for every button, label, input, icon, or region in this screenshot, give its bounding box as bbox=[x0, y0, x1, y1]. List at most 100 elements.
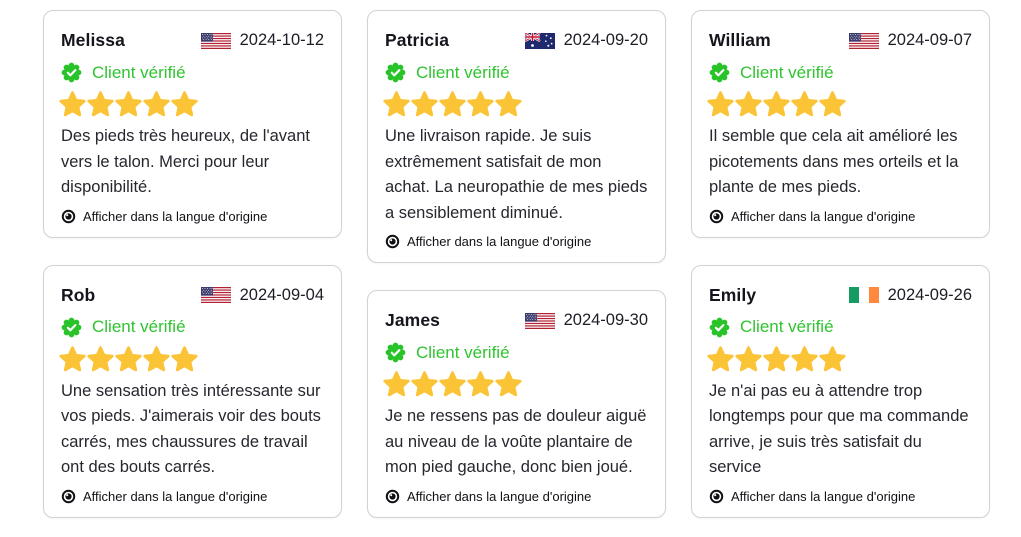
review-header: Melissa 2024-10-12 bbox=[61, 30, 324, 51]
review-date: 2024-09-04 bbox=[239, 285, 324, 304]
reviewer-name: Rob bbox=[61, 284, 96, 305]
star-icon bbox=[411, 91, 438, 117]
eye-icon bbox=[385, 489, 400, 504]
verified-label: Client vérifié bbox=[416, 342, 510, 362]
star-icon bbox=[383, 371, 410, 397]
review-date: 2024-09-07 bbox=[887, 31, 972, 49]
star-icon bbox=[467, 91, 494, 117]
star-icon bbox=[59, 91, 86, 117]
star-icon bbox=[383, 91, 410, 117]
star-rating bbox=[383, 371, 648, 398]
review-card: James 2024-09-30 bbox=[367, 290, 666, 518]
ie-flag-icon bbox=[848, 287, 879, 304]
show-original-link[interactable]: Afficher dans la langue d'origine bbox=[709, 487, 972, 504]
star-icon bbox=[115, 345, 142, 371]
review-date: 2024-09-30 bbox=[563, 311, 648, 330]
star-icon bbox=[819, 345, 846, 371]
reviewer-name: William bbox=[709, 30, 771, 50]
verified-check-icon bbox=[385, 342, 406, 363]
review-header: James 2024-09-30 bbox=[385, 310, 648, 331]
review-header: Patricia 2024-09-20 bbox=[385, 30, 648, 51]
star-icon bbox=[707, 345, 734, 371]
star-icon bbox=[791, 345, 818, 371]
star-icon bbox=[735, 345, 762, 371]
us-flag-icon bbox=[848, 32, 879, 49]
eye-icon bbox=[385, 234, 400, 249]
verified-label: Client vérifié bbox=[92, 62, 186, 82]
star-icon bbox=[59, 345, 86, 371]
verified-badge: Client vérifié bbox=[709, 62, 972, 83]
star-icon bbox=[707, 91, 734, 117]
verified-label: Client vérifié bbox=[416, 62, 510, 82]
star-rating bbox=[707, 345, 972, 373]
verified-check-icon bbox=[709, 317, 730, 338]
verified-label: Client vérifié bbox=[740, 62, 834, 82]
star-icon bbox=[495, 91, 522, 117]
review-text: Une livraison rapide. Je suis extrêmemen… bbox=[385, 127, 648, 222]
show-original-label: Afficher dans la langue d'origine bbox=[731, 208, 916, 224]
review-date: 2024-10-12 bbox=[239, 31, 324, 49]
star-icon bbox=[143, 345, 170, 371]
verified-label: Client vérifié bbox=[92, 317, 186, 337]
show-original-link[interactable]: Afficher dans la langue d'origine bbox=[61, 207, 324, 224]
review-header: William 2024-09-07 bbox=[709, 30, 972, 51]
reviewer-name: Patricia bbox=[385, 30, 450, 50]
star-icon bbox=[735, 91, 762, 117]
reviews-column-2: Patricia 2024-09-20 bbox=[367, 10, 666, 518]
show-original-label: Afficher dans la langue d'origine bbox=[731, 488, 916, 504]
review-text: Il semble que cela ait amélioré les pico… bbox=[709, 127, 959, 197]
review-date: 2024-09-20 bbox=[563, 31, 648, 49]
verified-badge: Client vérifié bbox=[61, 62, 324, 83]
star-icon bbox=[115, 91, 142, 117]
au-flag-icon bbox=[524, 32, 555, 49]
star-icon bbox=[143, 91, 170, 117]
star-icon bbox=[411, 371, 438, 397]
verified-label: Client vérifié bbox=[740, 317, 834, 337]
us-flag-icon bbox=[524, 312, 555, 329]
star-icon bbox=[467, 371, 494, 397]
show-original-label: Afficher dans la langue d'origine bbox=[83, 208, 268, 224]
star-icon bbox=[819, 91, 846, 117]
review-date: 2024-09-26 bbox=[887, 285, 972, 304]
show-original-label: Afficher dans la langue d'origine bbox=[407, 488, 592, 504]
show-original-link[interactable]: Afficher dans la langue d'origine bbox=[385, 487, 648, 504]
reviews-column-1: Melissa 2024-10-12 bbox=[43, 10, 342, 518]
reviewer-name: James bbox=[385, 310, 440, 331]
star-icon bbox=[439, 371, 466, 397]
reviews-grid: Melissa 2024-10-12 bbox=[43, 10, 990, 518]
star-icon bbox=[87, 345, 114, 371]
verified-check-icon bbox=[61, 317, 82, 338]
review-header: Rob 2024-09-04 bbox=[61, 285, 324, 306]
verified-check-icon bbox=[61, 62, 82, 83]
review-card: William 2024-09-07 bbox=[691, 10, 990, 238]
verified-badge: Client vérifié bbox=[61, 317, 324, 338]
review-text: Des pieds très heureux, de l'avant vers … bbox=[61, 127, 310, 197]
review-card: Melissa 2024-10-12 bbox=[43, 10, 342, 238]
verified-check-icon bbox=[709, 62, 730, 83]
star-icon bbox=[171, 91, 198, 117]
review-card: Rob 2024-09-04 bbox=[43, 264, 342, 518]
star-rating bbox=[707, 91, 972, 118]
verified-badge: Client vérifié bbox=[385, 342, 648, 363]
eye-icon bbox=[709, 489, 724, 504]
review-header: Emily 2024-09-26 bbox=[709, 285, 972, 306]
us-flag-icon bbox=[200, 287, 231, 304]
verified-badge: Client vérifié bbox=[709, 317, 972, 338]
star-icon bbox=[171, 345, 198, 371]
review-card: Emily 2024-09-26 Client vérifié bbox=[691, 264, 990, 518]
review-text: Je n'ai pas eu à attendre trop longtemps… bbox=[709, 381, 969, 477]
show-original-link[interactable]: Afficher dans la langue d'origine bbox=[709, 207, 972, 224]
star-icon bbox=[763, 345, 790, 371]
show-original-link[interactable]: Afficher dans la langue d'origine bbox=[385, 232, 648, 249]
show-original-link[interactable]: Afficher dans la langue d'origine bbox=[61, 487, 324, 504]
star-icon bbox=[791, 91, 818, 117]
reviewer-name: Emily bbox=[709, 284, 757, 305]
star-icon bbox=[495, 371, 522, 397]
review-card: Patricia 2024-09-20 bbox=[367, 10, 666, 264]
star-rating bbox=[59, 345, 324, 373]
star-icon bbox=[87, 91, 114, 117]
star-rating bbox=[59, 91, 324, 118]
star-icon bbox=[763, 91, 790, 117]
show-original-label: Afficher dans la langue d'origine bbox=[407, 234, 592, 250]
verified-badge: Client vérifié bbox=[385, 62, 648, 83]
